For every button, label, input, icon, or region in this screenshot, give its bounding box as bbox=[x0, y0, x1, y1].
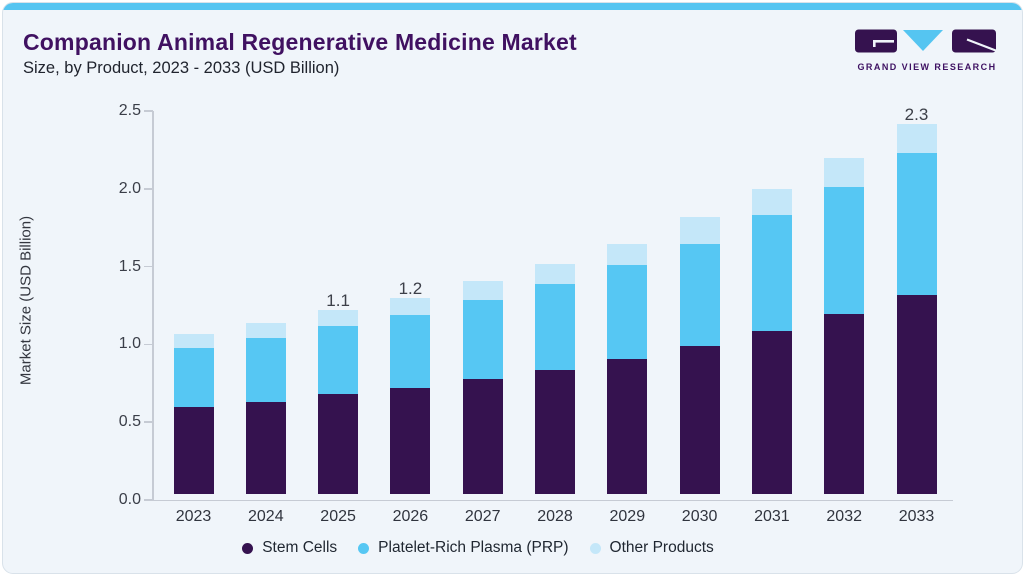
bar-segment-stem-cells bbox=[607, 358, 648, 494]
page-subtitle: Size, by Product, 2023 - 2033 (USD Billi… bbox=[23, 59, 340, 77]
bar-segment-other-products bbox=[318, 310, 359, 326]
bar-segment-platelet-rich-plasma-prp bbox=[824, 187, 865, 314]
bar-segment-platelet-rich-plasma-prp bbox=[390, 315, 431, 389]
card-top-accent bbox=[3, 3, 1022, 10]
y-tick-label: 0.5 bbox=[118, 413, 141, 431]
legend-label: Other Products bbox=[609, 539, 714, 556]
legend-swatch-icon bbox=[358, 542, 370, 554]
bar-segment-platelet-rich-plasma-prp bbox=[245, 338, 286, 403]
bar-total-label: 1.1 bbox=[326, 291, 350, 311]
bar-group-2025 bbox=[318, 310, 359, 494]
legend-label: Platelet-Rich Plasma (PRP) bbox=[378, 539, 569, 556]
x-tick-label: 2033 bbox=[898, 508, 935, 525]
bar-segment-other-products bbox=[462, 280, 503, 300]
bar-segment-platelet-rich-plasma-prp bbox=[751, 215, 792, 331]
bar-segment-other-products bbox=[390, 297, 431, 316]
bar-segment-stem-cells bbox=[462, 378, 503, 494]
y-axis-title: Market Size (USD Billion) bbox=[17, 215, 35, 386]
bar-total-label: 2.3 bbox=[904, 104, 929, 124]
brand-name: GRAND VIEW RESEARCH bbox=[857, 62, 997, 72]
x-tick-label: 2025 bbox=[320, 508, 356, 525]
bar-segment-stem-cells bbox=[751, 330, 792, 494]
bar-group-2030 bbox=[679, 217, 720, 494]
legend-label: Stem Cells bbox=[262, 539, 338, 556]
bar-segment-platelet-rich-plasma-prp bbox=[462, 299, 503, 379]
x-tick-label: 2026 bbox=[392, 508, 429, 525]
x-tick-label: 2031 bbox=[754, 508, 790, 525]
gvr-logo-icon bbox=[855, 29, 998, 53]
legend-item: Other Products bbox=[589, 539, 714, 557]
bar-segment-platelet-rich-plasma-prp bbox=[896, 153, 937, 295]
bar-segment-platelet-rich-plasma-prp bbox=[679, 243, 720, 347]
bar-group-2031 bbox=[751, 189, 792, 494]
y-tick-label: 2.5 bbox=[118, 102, 141, 119]
x-tick-label: 2024 bbox=[248, 508, 284, 525]
bar-segment-platelet-rich-plasma-prp bbox=[318, 325, 359, 395]
y-tick-mark bbox=[144, 499, 153, 501]
bar-segment-other-products bbox=[896, 123, 937, 154]
bar-group-2026 bbox=[390, 297, 431, 494]
y-tick-mark bbox=[144, 188, 153, 190]
bar-segment-stem-cells bbox=[245, 402, 286, 494]
bar-segment-stem-cells bbox=[318, 394, 359, 494]
x-tick-label: 2030 bbox=[681, 508, 718, 525]
y-tick-mark bbox=[144, 110, 153, 112]
bar-segment-stem-cells bbox=[535, 369, 575, 494]
bar-group-2028 bbox=[535, 263, 575, 494]
brand-logo: GRAND VIEW RESEARCH bbox=[854, 29, 1000, 72]
bar-group-2027 bbox=[462, 280, 503, 494]
bar-segment-stem-cells bbox=[390, 388, 431, 494]
bar-total-label: 1.2 bbox=[398, 278, 423, 298]
bar-segment-platelet-rich-plasma-prp bbox=[173, 347, 214, 407]
y-tick-label: 0.0 bbox=[118, 491, 141, 508]
chart-legend: Stem Cells Platelet-Rich Plasma (PRP) Othe… bbox=[3, 539, 953, 557]
legend-swatch-icon bbox=[242, 542, 254, 554]
bar-segment-other-products bbox=[245, 322, 286, 339]
x-axis-line bbox=[144, 499, 953, 501]
x-tick-label: 2032 bbox=[826, 508, 862, 525]
legend-item: Platelet-Rich Plasma (PRP) bbox=[358, 539, 569, 557]
bar-segment-other-products bbox=[607, 243, 648, 266]
y-axis-line bbox=[152, 111, 154, 500]
bar-segment-other-products bbox=[679, 217, 720, 244]
bar-segment-stem-cells bbox=[679, 346, 720, 494]
bar-segment-stem-cells bbox=[824, 313, 865, 494]
bar-segment-other-products bbox=[751, 189, 792, 216]
y-tick-label: 2.0 bbox=[118, 179, 141, 197]
x-tick-label: 2027 bbox=[464, 508, 501, 525]
bar-segment-other-products bbox=[824, 157, 865, 188]
legend-swatch-icon bbox=[589, 542, 601, 554]
x-tick-label: 2028 bbox=[537, 508, 573, 525]
bar-group-2032 bbox=[824, 157, 865, 494]
bar-group-2033 bbox=[896, 123, 937, 494]
bar-group-2029 bbox=[607, 243, 648, 494]
y-tick-mark bbox=[144, 421, 153, 423]
bar-group-2024 bbox=[245, 322, 286, 494]
bar-segment-platelet-rich-plasma-prp bbox=[607, 265, 648, 359]
legend-item: Stem Cells bbox=[242, 539, 337, 557]
page-title: Companion Animal Regenerative Medicine M… bbox=[23, 29, 577, 55]
bar-segment-stem-cells bbox=[896, 294, 937, 494]
bar-group-2023 bbox=[173, 333, 214, 494]
y-tick-label: 1.5 bbox=[118, 257, 141, 275]
y-tick-mark bbox=[144, 343, 153, 346]
x-tick-label: 2023 bbox=[175, 508, 212, 525]
bar-segment-other-products bbox=[173, 333, 214, 348]
y-tick-label: 1.0 bbox=[118, 335, 141, 353]
bar-segment-other-products bbox=[535, 263, 575, 284]
bar-segment-stem-cells bbox=[173, 406, 214, 494]
y-tick-mark bbox=[144, 265, 153, 268]
x-tick-label: 2029 bbox=[609, 508, 646, 525]
bar-segment-platelet-rich-plasma-prp bbox=[535, 283, 575, 370]
